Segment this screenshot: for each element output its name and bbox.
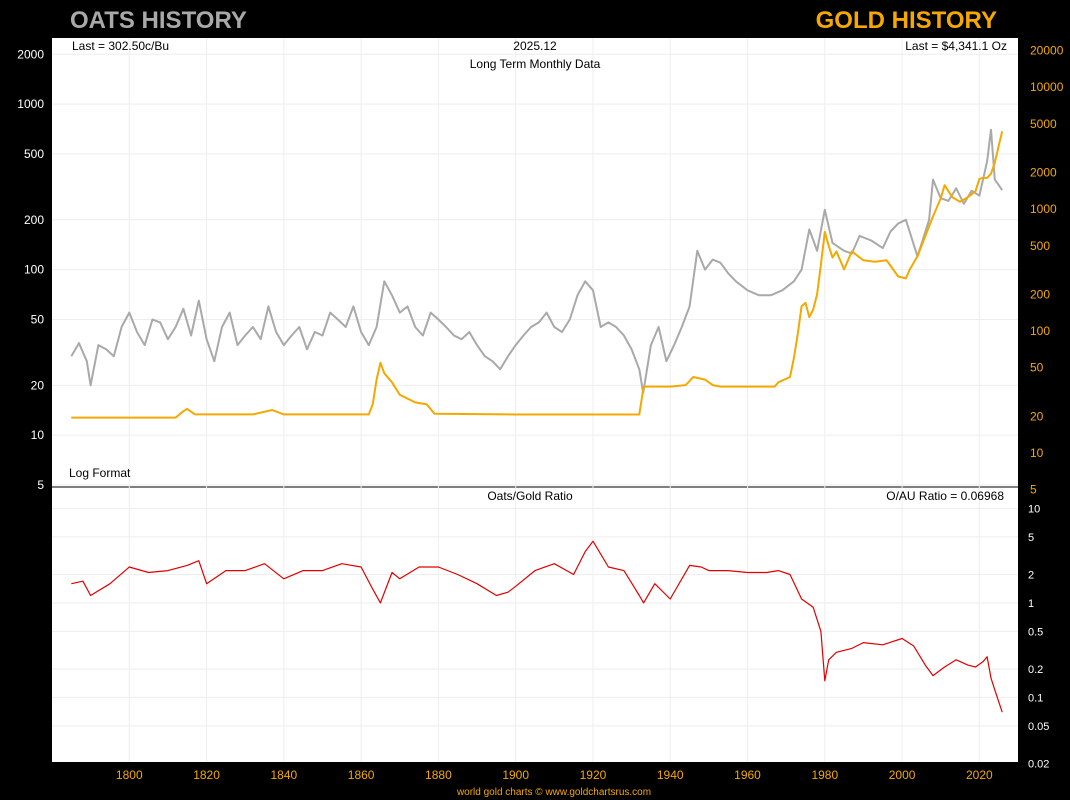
x-tick-label: 2000 xyxy=(889,768,916,782)
oats-title: OATS HISTORY xyxy=(70,7,247,34)
x-tick-label: 1900 xyxy=(502,768,529,782)
ratio-tick-label: 10 xyxy=(1028,503,1040,515)
right-tick-label: 20 xyxy=(1030,409,1044,423)
ratio-tick-label: 0.1 xyxy=(1028,692,1043,704)
price-panel xyxy=(52,38,1018,487)
left-tick-label: 2000 xyxy=(17,47,44,61)
left-tick-label: 20 xyxy=(31,378,45,392)
ratio-tick-label: 0.05 xyxy=(1028,721,1049,733)
ratio-tick-label: 0.5 xyxy=(1028,626,1043,638)
left-tick-label: 500 xyxy=(24,147,44,161)
x-tick-label: 1840 xyxy=(270,768,297,782)
left-tick-label: 100 xyxy=(24,263,44,277)
x-tick-label: 1820 xyxy=(193,768,220,782)
right-tick-label: 20000 xyxy=(1030,43,1064,57)
x-tick-label: 1880 xyxy=(425,768,452,782)
x-tick-label: 2020 xyxy=(966,768,993,782)
right-tick-label: 10 xyxy=(1030,446,1044,460)
left-tick-label: 200 xyxy=(24,213,44,227)
gold-series-line xyxy=(71,131,1004,419)
right-tick-label: 50 xyxy=(1030,361,1044,375)
x-tick-label: 1920 xyxy=(580,768,607,782)
date-label: 2025.12 xyxy=(513,39,557,53)
x-tick-label: 1860 xyxy=(348,768,375,782)
left-tick-label: 50 xyxy=(31,312,45,326)
gold-last-value: Last = $4,341.1 Oz xyxy=(905,39,1007,53)
ratio-title: Oats/Gold Ratio xyxy=(487,489,573,503)
right-tick-label: 100 xyxy=(1030,324,1050,338)
ratio-last-value: O/AU Ratio = 0.06968 xyxy=(886,489,1004,503)
oats-series-line xyxy=(70,128,1004,394)
right-tick-label: 2000 xyxy=(1030,165,1057,179)
ratio-panel xyxy=(52,487,1018,762)
x-tick-label: 1800 xyxy=(116,768,143,782)
right-tick-label: 500 xyxy=(1030,239,1050,253)
x-tick-label: 1980 xyxy=(811,768,838,782)
left-tick-label: 1000 xyxy=(17,97,44,111)
left-tick-label: 5 xyxy=(37,478,44,492)
x-tick-label: 1940 xyxy=(657,768,684,782)
right-tick-label: 1000 xyxy=(1030,202,1057,216)
ratio-tick-label: 0.02 xyxy=(1028,758,1049,770)
oats-last-value: Last = 302.50c/Bu xyxy=(72,39,169,53)
right-tick-label: 200 xyxy=(1030,287,1050,301)
ratio-series-line xyxy=(71,540,1003,713)
gold-title: GOLD HISTORY xyxy=(816,7,997,34)
chart-subtitle: Long Term Monthly Data xyxy=(470,57,601,71)
log-format-label: Log Format xyxy=(69,466,131,480)
left-tick-label: 10 xyxy=(31,428,45,442)
right-tick-label: 5000 xyxy=(1030,117,1057,131)
ratio-tick-label: 1 xyxy=(1028,598,1034,610)
footer-credit: world gold charts © www.goldchartsrus.co… xyxy=(456,787,651,798)
ratio-tick-label: 5 xyxy=(1028,532,1034,544)
right-tick-label: 5 xyxy=(1030,483,1037,497)
ratio-tick-label: 2 xyxy=(1028,570,1034,582)
ratio-tick-label: 0.2 xyxy=(1028,664,1043,676)
right-tick-label: 10000 xyxy=(1030,80,1064,94)
x-tick-label: 1960 xyxy=(734,768,761,782)
